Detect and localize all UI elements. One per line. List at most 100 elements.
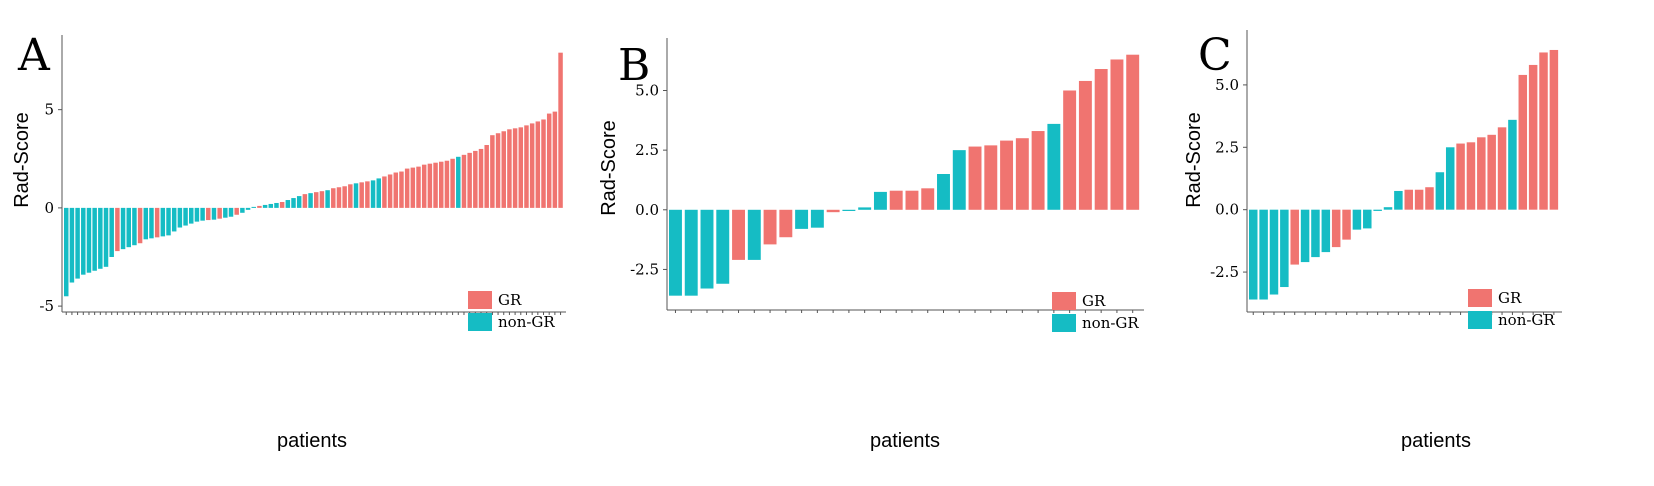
- bar-c-4: [1280, 209, 1289, 288]
- bar-a-63: [416, 166, 421, 208]
- legend-label-non-gr: non-GR: [498, 313, 555, 331]
- bar-b-15: [889, 190, 903, 210]
- bar-b-26: [1063, 90, 1077, 210]
- legend-label-gr: GR: [1082, 292, 1106, 310]
- legend-swatch-gr: [1052, 292, 1076, 310]
- bar-a-87: [552, 111, 558, 208]
- bar-a-32: [240, 207, 245, 213]
- bar-a-88: [558, 52, 563, 208]
- legend: GR non-GR: [1468, 289, 1555, 329]
- y-axis-label: Rad-Score: [11, 112, 33, 208]
- bar-a-46: [319, 191, 325, 208]
- bar-b-8: [779, 209, 793, 238]
- bar-a-76: [490, 135, 495, 208]
- bar-a-3: [75, 207, 80, 279]
- y-axis-label: Rad-Score: [1183, 112, 1205, 208]
- bar-a-35: [257, 205, 262, 208]
- bar-a-86: [546, 113, 552, 208]
- bar-a-81: [518, 127, 524, 208]
- bar-c-27: [1518, 74, 1528, 210]
- bar-a-47: [325, 190, 330, 208]
- bar-a-43: [302, 194, 308, 208]
- bar-b-13: [858, 207, 872, 210]
- bar-a-38: [274, 202, 279, 208]
- bar-b-16: [905, 190, 919, 210]
- y-tick-label: 0.0: [1215, 201, 1239, 219]
- legend-label-gr: GR: [1498, 289, 1522, 307]
- bar-a-77: [495, 133, 501, 208]
- bar-b-9: [795, 209, 809, 229]
- bar-a-37: [268, 203, 274, 208]
- bar-a-61: [404, 168, 410, 208]
- legend-label-non-gr: non-GR: [1498, 311, 1555, 329]
- bar-a-34: [251, 206, 256, 208]
- bar-c-16: [1404, 189, 1413, 210]
- bar-a-2: [69, 207, 75, 283]
- y-tick-label: 5: [44, 101, 54, 119]
- bar-c-29: [1539, 52, 1548, 210]
- y-tick-label: -2.5: [630, 260, 659, 278]
- bar-a-8: [103, 207, 109, 267]
- bar-a-31: [234, 207, 239, 215]
- bar-a-11: [120, 207, 126, 250]
- bar-a-82: [524, 125, 529, 208]
- bar-b-18: [937, 174, 950, 210]
- bar-a-72: [467, 152, 472, 208]
- bar-c-2: [1259, 209, 1268, 300]
- bar-c-10: [1342, 209, 1351, 240]
- bar-c-20: [1445, 147, 1455, 210]
- bar-a-17: [154, 207, 160, 238]
- bar-a-75: [484, 145, 489, 208]
- bar-b-17: [921, 188, 935, 210]
- bar-a-52: [353, 183, 359, 208]
- bar-a-33: [245, 207, 251, 210]
- bar-c-7: [1311, 209, 1320, 258]
- x-axis-label: patients: [1401, 430, 1471, 452]
- bar-a-80: [512, 128, 518, 208]
- bar-b-2: [684, 209, 698, 296]
- bar-a-78: [501, 131, 506, 208]
- bar-c-24: [1487, 134, 1496, 210]
- bar-c-26: [1508, 119, 1517, 210]
- bar-a-84: [535, 121, 541, 208]
- bar-b-6: [747, 209, 761, 260]
- bar-c-19: [1435, 172, 1445, 210]
- bar-a-83: [529, 123, 535, 208]
- legend: GR non-GR: [468, 291, 555, 331]
- bar-a-85: [541, 119, 546, 208]
- bar-a-7: [98, 207, 103, 269]
- bar-b-29: [1110, 59, 1124, 210]
- bar-c-17: [1414, 189, 1424, 210]
- bar-b-20: [968, 146, 982, 210]
- bar-c-1: [1249, 209, 1258, 300]
- legend-swatch-non-gr: [1052, 314, 1076, 332]
- bar-c-18: [1425, 187, 1434, 210]
- bar-a-68: [444, 160, 450, 208]
- panel-letter: C: [1198, 30, 1232, 81]
- bar-a-36: [262, 204, 268, 208]
- bar-a-67: [439, 161, 444, 208]
- bar-a-42: [296, 196, 302, 208]
- bar-a-45: [314, 192, 319, 208]
- bar-c-3: [1269, 209, 1279, 295]
- bar-c-28: [1528, 64, 1538, 210]
- bar-a-55: [370, 180, 376, 208]
- bar-c-12: [1363, 209, 1372, 229]
- bar-b-3: [700, 209, 714, 289]
- panel-letter: A: [17, 30, 51, 81]
- bar-b-7: [763, 209, 777, 245]
- bar-a-71: [461, 154, 467, 208]
- bar-a-4: [81, 207, 86, 275]
- bar-c-30: [1549, 49, 1559, 210]
- panel-b: B -2.5 0.0 2.5 5.0 Rad-Score patients GR non-GR: [598, 38, 1144, 452]
- bar-a-62: [410, 167, 416, 208]
- bar-a-73: [473, 150, 478, 208]
- bar-a-49: [336, 187, 342, 208]
- bar-a-25: [200, 207, 205, 221]
- y-axis-label: Rad-Score: [598, 120, 620, 216]
- y-tick-label: 0.0: [635, 201, 659, 219]
- bar-c-23: [1477, 137, 1486, 210]
- bar-b-14: [873, 191, 887, 210]
- bar-a-18: [160, 207, 166, 237]
- bar-b-1: [669, 209, 682, 296]
